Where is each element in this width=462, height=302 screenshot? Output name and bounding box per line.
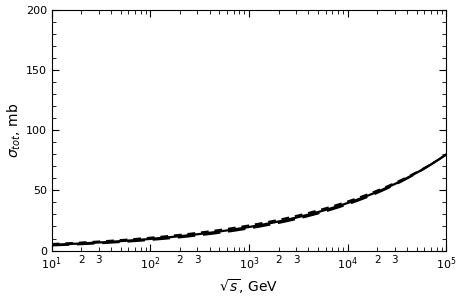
X-axis label: $\sqrt{s}$, GeV: $\sqrt{s}$, GeV (219, 278, 279, 297)
Y-axis label: $\sigma_{tot}$, mb: $\sigma_{tot}$, mb (6, 102, 23, 158)
